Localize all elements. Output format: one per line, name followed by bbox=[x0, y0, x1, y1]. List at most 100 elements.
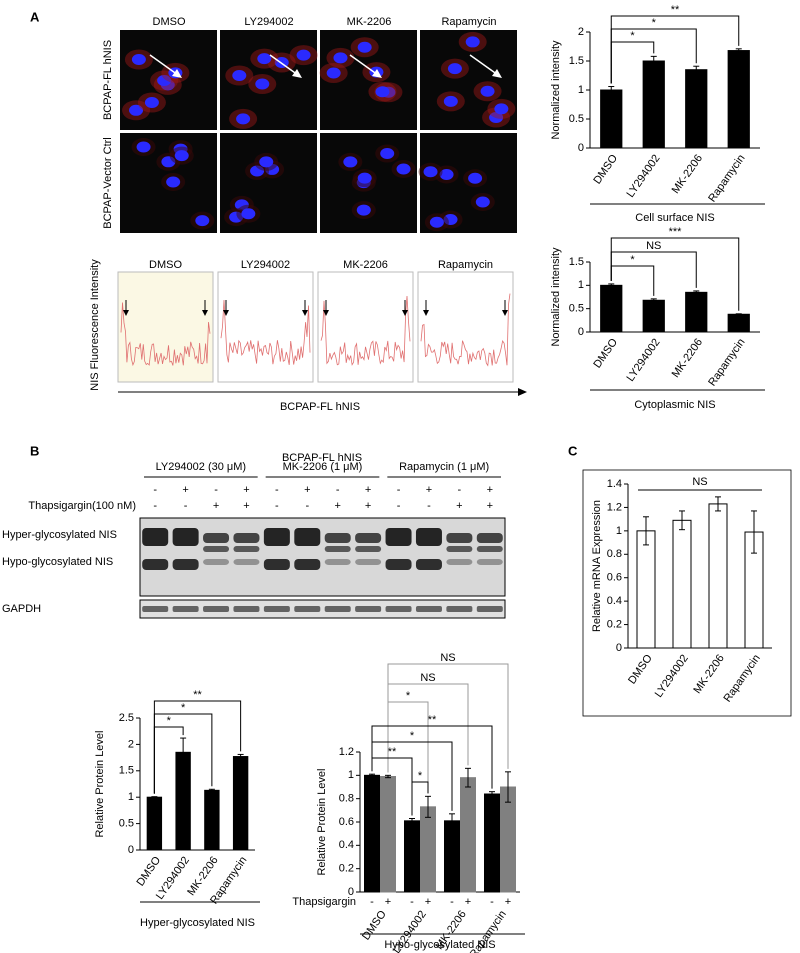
band bbox=[203, 559, 230, 565]
y-tick-label: 0.5 bbox=[569, 303, 584, 315]
y-tick-label: 2.5 bbox=[119, 712, 134, 724]
band bbox=[233, 606, 260, 612]
bar bbox=[685, 291, 708, 333]
bracket bbox=[153, 700, 242, 794]
lane-sign: + bbox=[304, 484, 310, 496]
lane-sign: + bbox=[243, 484, 249, 496]
legend-label: + bbox=[385, 896, 391, 908]
lane-sign: - bbox=[275, 500, 279, 512]
y-tick-label: 0 bbox=[578, 142, 584, 154]
arrow bbox=[269, 54, 299, 76]
profile-frame bbox=[117, 271, 214, 383]
y-tick-label: 1.4 bbox=[607, 478, 622, 490]
profile-title: DMSO bbox=[149, 259, 182, 271]
x-tick-label: MK-2206 bbox=[670, 337, 705, 380]
nucleus bbox=[465, 36, 480, 48]
bar bbox=[600, 89, 623, 149]
nucleus bbox=[131, 54, 146, 66]
bar bbox=[600, 284, 623, 333]
band bbox=[446, 559, 473, 565]
significance: ** bbox=[388, 746, 397, 758]
nucleus bbox=[475, 196, 490, 208]
y-tick-label: 1.2 bbox=[607, 501, 622, 513]
x-tick-label: Rapamycin bbox=[706, 153, 747, 205]
row-label: BCPAP-Vector Ctrl bbox=[102, 137, 114, 229]
band bbox=[142, 606, 169, 612]
column-title: MK-2206 bbox=[347, 16, 392, 28]
significance: * bbox=[410, 730, 415, 742]
x-axis-label: Hyper-glycosylated NIS bbox=[140, 917, 255, 929]
lane-sign: + bbox=[456, 500, 462, 512]
significance: NS bbox=[440, 652, 455, 664]
nucleus bbox=[443, 95, 458, 107]
peak-arrow-head bbox=[323, 310, 329, 316]
nucleus bbox=[236, 113, 251, 125]
y-tick-label: 0.2 bbox=[607, 618, 622, 630]
nucleus bbox=[396, 163, 411, 175]
lane-sign: - bbox=[458, 484, 462, 496]
band bbox=[294, 559, 321, 570]
row-label: Thapsigargin bbox=[292, 896, 356, 908]
band bbox=[415, 559, 442, 570]
y-tick-label: 0 bbox=[616, 642, 622, 654]
bracket bbox=[371, 741, 453, 811]
band bbox=[415, 528, 442, 546]
band bbox=[355, 559, 382, 565]
lane-sign: + bbox=[487, 500, 493, 512]
band bbox=[355, 606, 382, 612]
y-tick-label: 0.6 bbox=[339, 816, 354, 828]
y-axis-label: Normalized intensity bbox=[550, 40, 562, 140]
x-tick-label: DMSO bbox=[134, 854, 163, 888]
panel-frame bbox=[582, 469, 792, 717]
legend-label: + bbox=[425, 896, 431, 908]
band bbox=[203, 606, 230, 612]
x-tick-label: Rapamycin bbox=[721, 653, 762, 705]
bar bbox=[364, 774, 380, 893]
nucleus bbox=[174, 150, 189, 162]
nucleus bbox=[296, 49, 311, 61]
bar bbox=[204, 789, 220, 851]
group-label: LY294002 (30 μM) bbox=[156, 461, 247, 473]
nucleus bbox=[356, 204, 371, 216]
bar bbox=[642, 299, 665, 333]
nucleus bbox=[380, 148, 395, 160]
lane-sign: - bbox=[397, 500, 401, 512]
lane-sign: - bbox=[214, 484, 218, 496]
bar bbox=[232, 756, 249, 851]
nucleus bbox=[333, 52, 348, 64]
lane-sign: - bbox=[397, 484, 401, 496]
significance: * bbox=[167, 715, 172, 727]
band bbox=[324, 559, 351, 565]
profile-frame bbox=[317, 271, 414, 383]
y-tick-label: 2 bbox=[128, 738, 134, 750]
significance: ** bbox=[193, 689, 202, 701]
significance: * bbox=[630, 254, 635, 266]
band bbox=[172, 559, 199, 570]
nucleus bbox=[480, 85, 495, 97]
peak-arrow-head bbox=[123, 310, 129, 316]
nucleus bbox=[157, 75, 172, 87]
significance: ** bbox=[671, 4, 680, 16]
band bbox=[294, 528, 321, 546]
significance: * bbox=[630, 30, 635, 42]
peak-arrow-head bbox=[202, 310, 208, 316]
nucleus bbox=[257, 53, 272, 65]
x-tick-label: Rapamycin bbox=[706, 337, 747, 389]
band bbox=[203, 546, 230, 552]
y-tick-label: 1 bbox=[578, 279, 584, 291]
panel-label: C bbox=[568, 443, 578, 458]
nucleus bbox=[468, 172, 483, 184]
bar bbox=[420, 806, 436, 893]
x-axis-label: Cell surface NIS bbox=[635, 212, 714, 224]
nucleus bbox=[343, 156, 358, 168]
band bbox=[355, 533, 382, 543]
band bbox=[233, 533, 260, 543]
profile-title: LY294002 bbox=[241, 259, 290, 271]
profile-line bbox=[420, 293, 511, 367]
nucleus bbox=[357, 172, 372, 184]
y-tick-label: 1 bbox=[616, 525, 622, 537]
lane-sign: + bbox=[426, 484, 432, 496]
lane-sign: + bbox=[365, 500, 371, 512]
x-axis-label: Cytoplasmic NIS bbox=[634, 399, 715, 411]
